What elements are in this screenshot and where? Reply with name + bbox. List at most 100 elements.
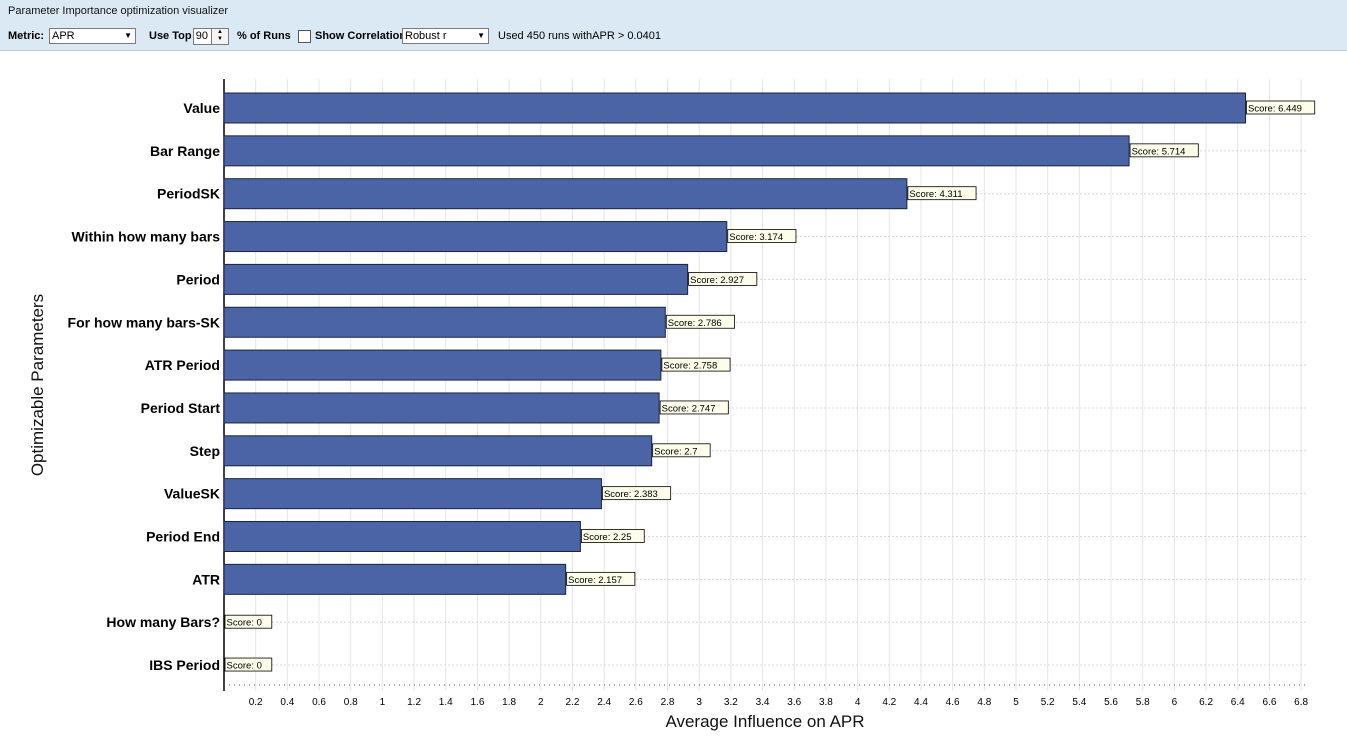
data-label: Score: 2.927 [690,275,744,286]
x-tick-label: 2.2 [566,697,580,708]
data-label-box [1129,143,1199,158]
x-tick-label: 6.6 [1262,697,1276,708]
x-tick-label: 5.6 [1104,697,1118,708]
show-correlation-label[interactable]: Show Correlation [315,30,407,42]
data-label-box [665,314,735,329]
status-text: Used 450 runs withAPR > 0.0401 [498,30,661,42]
x-tick-label: 5 [1013,697,1019,708]
x-axis-title: Average Influence on APR [665,712,864,731]
x-tick-label: 6.8 [1294,697,1308,708]
metric-select[interactable]: APR ▼ [49,28,136,44]
category-label: Period [176,271,220,287]
data-label: Score: 6.449 [1248,104,1302,115]
data-label-box [581,529,645,543]
data-label: Score: 0 [227,661,262,672]
bar [223,392,660,424]
data-label-box [1246,100,1316,115]
x-tick-label: 5.2 [1041,697,1055,708]
data-label-box [652,443,711,458]
category-label: IBS Period [149,657,220,673]
data-label-box [566,571,636,586]
x-tick-label: 1.8 [502,697,516,708]
data-label-box [907,186,977,201]
x-tick-label: 6.4 [1231,697,1245,708]
data-label-box [688,271,758,286]
category-label: Period Start [141,400,221,416]
correlation-method-select[interactable]: Robust r ▼ [402,28,489,44]
use-top-label: Use Top [149,30,192,42]
category-label: Period End [146,529,220,545]
x-tick-label: 5.4 [1072,697,1086,708]
category-label: Value [183,100,220,116]
x-tick-label: 4.4 [914,697,928,708]
percent-runs-label: % of Runs [237,30,291,42]
data-label: Score: 2.157 [568,575,622,586]
bar [223,263,689,295]
metric-label: Metric: [8,30,45,42]
data-label-box [659,400,729,415]
data-label-box [661,357,731,372]
chevron-down-icon: ▼ [477,31,485,40]
data-label-box [727,229,797,243]
bar [223,563,567,595]
toolbar: Metric: APR ▼ Use Top 90 ▲ ▼ % of Runs Sh… [0,22,1347,51]
x-tick-label: 1.2 [407,697,421,708]
x-tick-label: 4.8 [977,697,991,708]
stepper-arrows-icon[interactable]: ▲ ▼ [211,29,228,44]
category-label: How many Bars? [106,614,220,630]
x-tick-label: 4.2 [882,697,896,708]
x-tick-label: 3.6 [787,697,801,708]
bar [223,349,662,381]
x-tick-label: 2.6 [629,697,643,708]
metric-select-value: APR [52,30,75,42]
data-label: Score: 4.311 [909,189,962,200]
x-tick-label: 4.6 [946,697,960,708]
window-title: Parameter Importance optimization visual… [0,0,1347,22]
x-tick-label: 6 [1172,697,1178,708]
bar [223,306,666,338]
show-correlation-checkbox[interactable] [298,30,311,43]
data-label: Score: 3.174 [729,232,783,243]
data-label-box [602,486,672,501]
use-top-stepper[interactable]: 90 ▲ ▼ [193,28,229,45]
x-tick-label: 0.8 [344,697,358,708]
bar [223,221,728,253]
x-tick-label: 2 [538,697,544,708]
category-label: ATR Period [145,357,220,373]
chevron-down-icon: ▼ [124,31,132,40]
data-label-box [224,614,273,629]
x-tick-label: 3.8 [819,697,833,708]
data-label: Score: 2.758 [663,361,717,372]
x-tick-label: 5.8 [1136,697,1150,708]
category-label: Step [190,443,220,459]
bar [223,521,581,552]
data-label: Score: 0 [227,618,262,629]
importance-bar-chart: Value Score: 6.449 Bar Range Score: 5.714 Pe… [28,79,1316,731]
x-tick-label: 3.4 [756,697,770,708]
x-tick-label: 0.6 [312,697,326,708]
category-label: ATR [192,571,220,587]
category-label: ValueSK [164,486,220,502]
x-tick-label: 1 [380,697,386,708]
data-label: Score: 5.714 [1132,146,1186,157]
bar [223,435,653,467]
data-label: Score: 2.747 [662,403,716,414]
bar [223,478,602,510]
x-tick-label: 4 [855,697,861,708]
x-tick-label: 0.2 [249,697,263,708]
x-tick-label: 0.4 [280,697,294,708]
bar [223,178,908,210]
data-label: Score: 2.7 [654,446,697,457]
data-label: Score: 2.786 [668,318,722,329]
correlation-method-value: Robust r [405,30,447,42]
use-top-value: 90 [195,30,208,42]
x-tick-label: 3 [696,697,702,708]
category-label: For how many bars-SK [68,314,220,330]
data-label: Score: 2.383 [604,489,658,500]
x-tick-label: 3.2 [724,697,738,708]
x-tick-label: 2.4 [597,697,611,708]
x-tick-label: 1.6 [470,697,484,708]
category-label: PeriodSK [157,186,220,202]
y-axis-title: Optimizable Parameters [28,294,47,476]
category-label: Within how many bars [72,229,221,245]
